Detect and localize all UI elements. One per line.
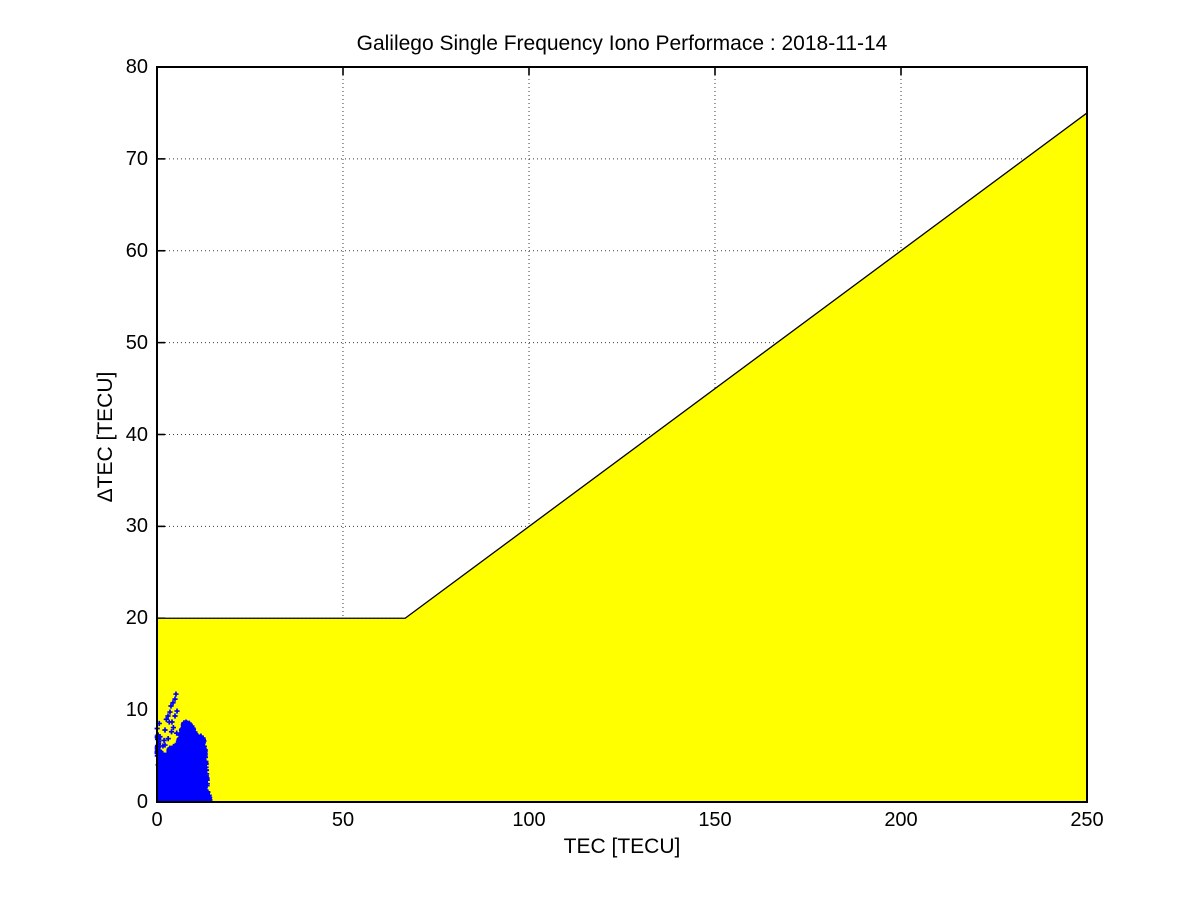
axes-frame <box>156 66 1088 803</box>
y-tick-label: 80 <box>125 56 148 78</box>
threshold-line <box>157 112 1088 619</box>
threshold-region <box>157 112 1087 802</box>
y-tick-label: 10 <box>125 699 148 722</box>
chart-title: Galilego Single Frequency Iono Performac… <box>356 32 888 55</box>
x-tick-label: 50 <box>331 809 355 831</box>
y-tick-label: 40 <box>125 423 148 446</box>
x-tick-label: 0 <box>151 809 163 831</box>
y-tick-label: 70 <box>125 147 148 170</box>
y-tick-label: 50 <box>125 331 148 354</box>
y-tick-label: 30 <box>125 515 148 538</box>
x-tick-label: 200 <box>884 809 918 831</box>
scatter-points <box>154 691 213 803</box>
y-tick-label: 0 <box>136 791 148 813</box>
x-tick-label: 250 <box>1070 809 1104 831</box>
y-tick-label: 60 <box>125 239 148 262</box>
x-tick-label: 100 <box>512 809 546 831</box>
x-tick-label: 150 <box>698 809 732 831</box>
x-axis-label: TEC [TECU] <box>563 835 681 858</box>
y-tick-label: 20 <box>125 607 148 630</box>
